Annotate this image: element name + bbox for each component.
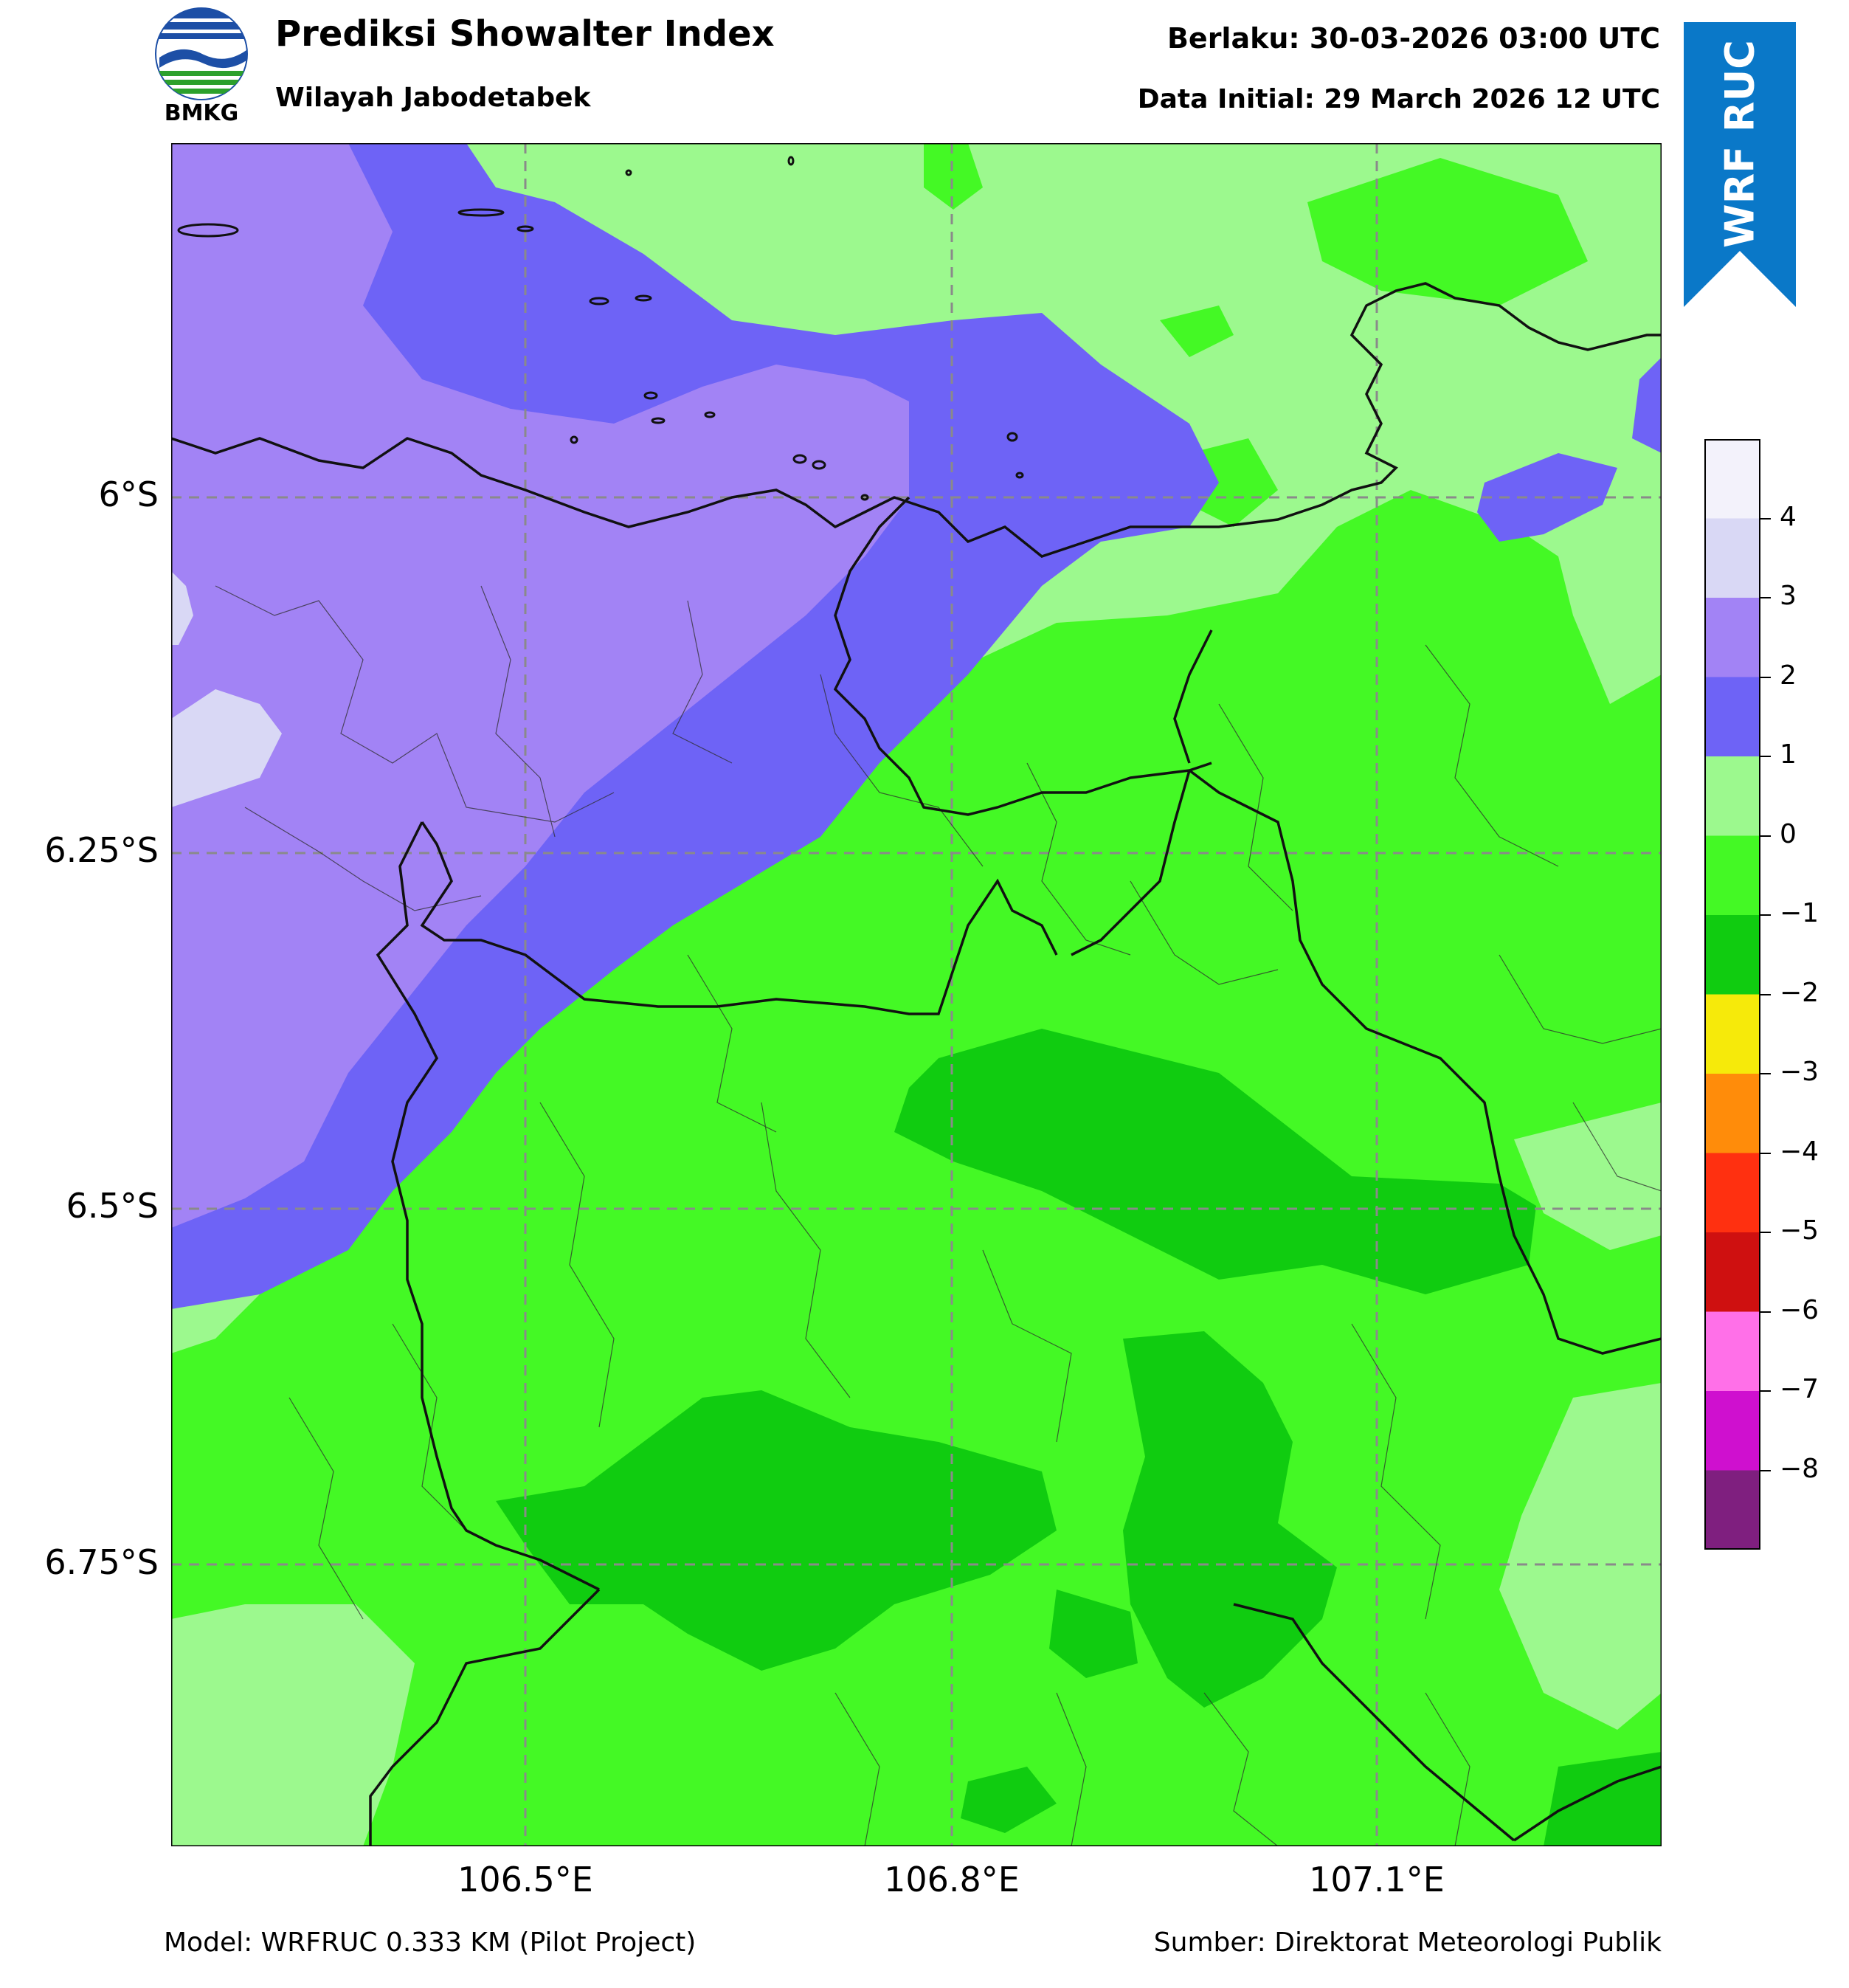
colorbar-tick-mark <box>1760 914 1771 916</box>
valid-time: Berlaku: 30-03-2026 03:00 UTC <box>1167 22 1660 55</box>
model-ribbon-icon <box>1684 22 1796 307</box>
colorbar-tick-mark <box>1760 1390 1771 1392</box>
colorbar-tick-mark <box>1760 597 1771 598</box>
colorbar-tick-label: −8 <box>1780 1453 1819 1484</box>
colorbar-tick-label: −1 <box>1780 898 1819 928</box>
model-ribbon-label: WRF RUC <box>1716 40 1763 248</box>
colorbar-tick-label: 4 <box>1780 501 1797 532</box>
colorbar-tick-mark <box>1760 1152 1771 1154</box>
colorbar-tick-mark <box>1760 835 1771 837</box>
page-title: Prediksi Showalter Index <box>275 13 775 55</box>
colorbar-tick-mark <box>1760 993 1771 995</box>
colorbar-tick-mark <box>1760 1232 1771 1233</box>
lon-label-106-5e: 106.5°E <box>457 1860 593 1899</box>
page-subtitle: Wilayah Jabodetabek <box>275 83 591 113</box>
lat-label-6-5s: 6.5°S <box>66 1186 159 1226</box>
bmkg-logo-icon <box>152 6 251 124</box>
colorbar-tick-label: 2 <box>1780 660 1797 691</box>
colorbar-segment <box>1704 756 1760 836</box>
colorbar-tick-label: −2 <box>1780 977 1819 1008</box>
colorbar-tick-mark <box>1760 1311 1771 1313</box>
colorbar-tick-label: 0 <box>1780 818 1797 849</box>
colorbar-tick-mark <box>1760 1073 1771 1074</box>
colorbar-tick-mark <box>1760 517 1771 520</box>
lon-label-106-8e: 106.8°E <box>884 1860 1020 1899</box>
colorbar-tick-label: −4 <box>1780 1136 1819 1167</box>
colorbar-segment <box>1704 1232 1760 1312</box>
colorbar-segment <box>1704 1074 1760 1153</box>
colorbar-segment <box>1704 1391 1760 1471</box>
colorbar-segment <box>1704 1470 1760 1550</box>
colorbar-tick-label: −7 <box>1780 1374 1819 1404</box>
colorbar-tick-label: −6 <box>1780 1294 1819 1325</box>
colorbar-segment <box>1704 1311 1760 1392</box>
colorbar <box>1704 439 1760 1550</box>
lat-label-6-75s: 6.75°S <box>44 1542 159 1582</box>
colorbar-segment <box>1704 1153 1760 1233</box>
colorbar-tick-label: −5 <box>1780 1215 1819 1246</box>
model-footer: Model: WRFRUC 0.333 KM (Pilot Project) <box>164 1927 697 1958</box>
colorbar-segment <box>1704 518 1760 598</box>
colorbar-tick-mark <box>1760 676 1771 678</box>
logo-text: BMKG <box>164 100 239 126</box>
colorbar-segment <box>1704 994 1760 1074</box>
data-initial: Data Initial: 29 March 2026 12 UTC <box>1137 84 1660 114</box>
lat-label-6s: 6°S <box>98 474 159 514</box>
lon-label-107-1e: 107.1°E <box>1309 1860 1445 1899</box>
source-footer: Sumber: Direktorat Meteorologi Publik <box>1153 1927 1662 1958</box>
lat-label-6-25s: 6.25°S <box>44 830 159 870</box>
colorbar-segment <box>1704 915 1760 995</box>
colorbar-segment <box>1704 439 1760 519</box>
colorbar-tick-label: −3 <box>1780 1057 1819 1087</box>
colorbar-tick-mark <box>1760 756 1771 757</box>
colorbar-tick-mark <box>1760 1469 1771 1471</box>
colorbar-segment <box>1704 598 1760 677</box>
colorbar-tick-label: 1 <box>1780 739 1797 770</box>
colorbar-tick-label: 3 <box>1780 581 1797 611</box>
colorbar-segment <box>1704 835 1760 916</box>
colorbar-segment <box>1704 677 1760 757</box>
showalter-index-map <box>170 142 1663 1848</box>
